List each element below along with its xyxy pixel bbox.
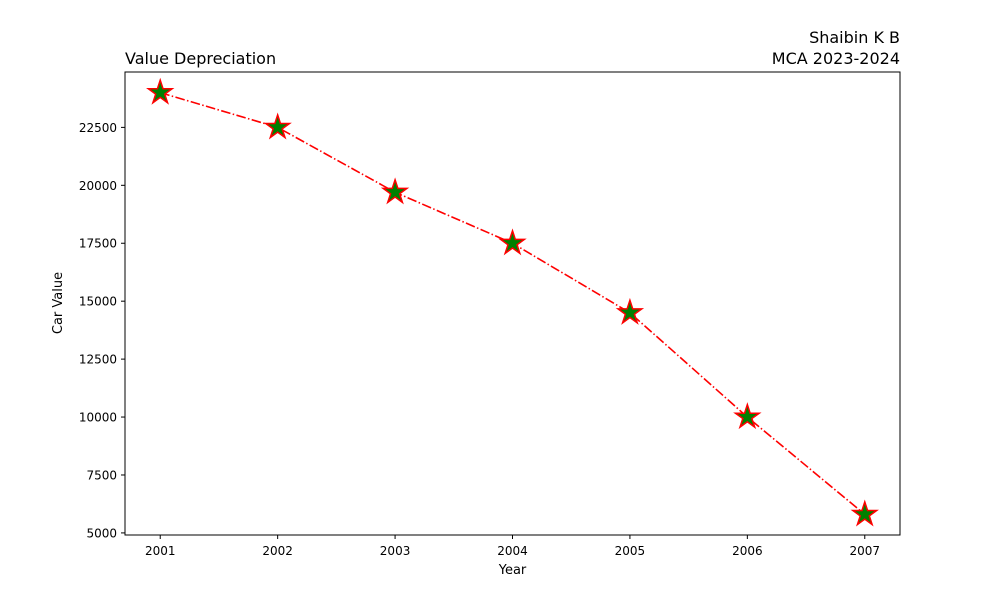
y-tick-label: 5000 — [86, 526, 117, 540]
plot-frame — [124, 71, 901, 536]
x-tick-label: 2001 — [145, 544, 176, 558]
y-tick-label: 10000 — [79, 411, 117, 425]
star-marker — [146, 77, 175, 105]
x-tick-label: 2005 — [615, 544, 646, 558]
x-tick-label: 2002 — [262, 544, 293, 558]
y-tick-label: 22500 — [79, 121, 117, 135]
series-line — [160, 91, 866, 515]
chart-title: Value Depreciation — [125, 49, 276, 68]
x-tick-label: 2006 — [732, 544, 763, 558]
chart-course: MCA 2023-2024 — [772, 49, 900, 68]
star-marker — [733, 402, 762, 430]
x-tick-label: 2007 — [849, 544, 880, 558]
star-marker — [850, 499, 879, 527]
chart-author: Shaibin K B — [809, 28, 900, 47]
y-tick-label: 20000 — [79, 179, 117, 193]
y-tick-label: 12500 — [79, 353, 117, 367]
y-tick-label: 17500 — [79, 237, 117, 251]
y-axis-label: Car Value — [51, 272, 66, 334]
star-marker — [498, 228, 527, 256]
y-tick-label: 7500 — [86, 468, 117, 482]
y-tick-label: 15000 — [79, 295, 117, 309]
axes-ticks: 2001 2002 2003 2004 2005 2006 2007 5000 7500 1000… — [79, 121, 880, 558]
x-tick-label: 2004 — [497, 544, 528, 558]
series-layer — [146, 77, 879, 527]
x-axis-label: Year — [498, 563, 527, 578]
star-marker — [380, 177, 410, 205]
star-marker — [263, 112, 292, 140]
x-tick-label: 2003 — [380, 544, 411, 558]
star-marker — [615, 297, 645, 325]
